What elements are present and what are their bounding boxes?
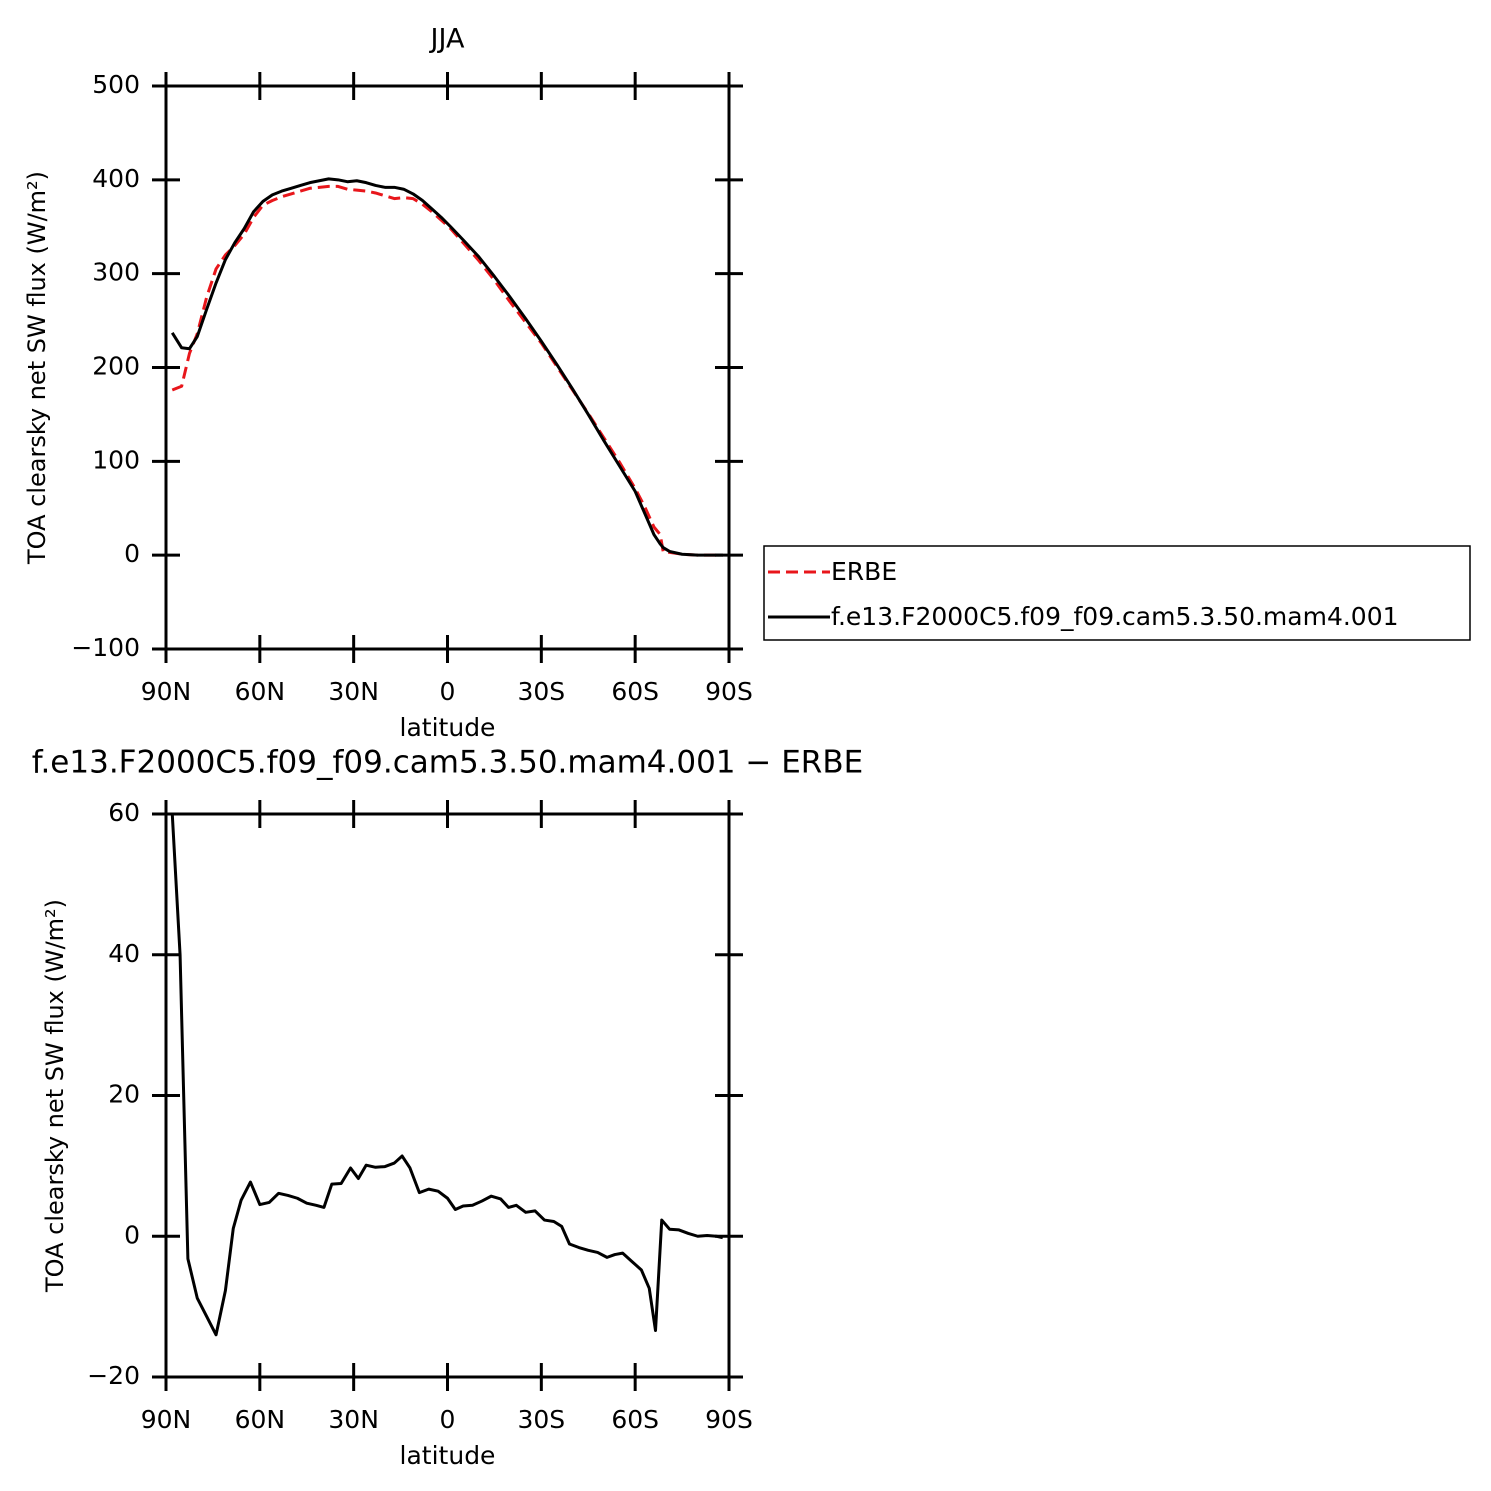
x-tick-label: 90S	[705, 1405, 753, 1434]
chart-title: JJA	[429, 24, 465, 55]
data-line	[170, 814, 724, 1337]
x-tick-label: 30N	[328, 1405, 379, 1434]
x-tick-label: 60N	[235, 1405, 286, 1434]
x-tick-label: 90N	[141, 677, 192, 706]
y-tick-label: 400	[92, 164, 140, 193]
y-tick-label: 0	[124, 1220, 140, 1249]
y-axis-label: TOA clearsky net SW flux (W/m²)	[41, 899, 69, 1293]
x-tick-label: 30N	[328, 677, 379, 706]
plot-frame	[164, 812, 731, 1379]
x-tick-label: 0	[440, 677, 456, 706]
data-line	[171, 184, 723, 557]
legend: ERBE f.e13.F2000C5.f09_f09.cam5.3.50.mam4…	[763, 545, 1471, 641]
x-tick-label: 60S	[611, 1405, 659, 1434]
x-tick-label: 90S	[705, 677, 753, 706]
plot-area	[170, 814, 724, 1337]
legend-frame	[763, 545, 1471, 641]
plot-frame	[164, 84, 731, 651]
y-tick-label: 200	[92, 352, 140, 381]
y-tick-label: −20	[87, 1361, 140, 1390]
chart-title: f.e13.F2000C5.f09_f09.cam5.3.50.mam4.001…	[32, 745, 863, 781]
x-axis-label: latitude	[400, 1441, 496, 1470]
x-tick-label: 90N	[141, 1405, 192, 1434]
x-tick-label: 30S	[517, 677, 565, 706]
y-tick-label: 100	[92, 445, 140, 474]
y-tick-label: 300	[92, 258, 140, 287]
y-axis-label: TOA clearsky net SW flux (W/m²)	[23, 171, 51, 565]
y-tick-label: 60	[108, 798, 140, 827]
y-tick-label: 20	[108, 1080, 140, 1109]
legend-label: ERBE	[831, 557, 897, 586]
x-axis-label: latitude	[400, 713, 496, 742]
data-line	[170, 177, 723, 557]
x-tick-label: 60N	[235, 677, 286, 706]
x-tick-label: 0	[440, 1405, 456, 1434]
legend-label: f.e13.F2000C5.f09_f09.cam5.3.50.mam4.001	[831, 602, 1399, 631]
y-tick-label: 500	[92, 70, 140, 99]
y-tick-label: −100	[71, 633, 140, 662]
y-tick-label: 0	[124, 539, 140, 568]
y-tick-label: 40	[108, 939, 140, 968]
x-tick-label: 30S	[517, 1405, 565, 1434]
plot-area	[170, 177, 723, 557]
x-tick-label: 60S	[611, 677, 659, 706]
